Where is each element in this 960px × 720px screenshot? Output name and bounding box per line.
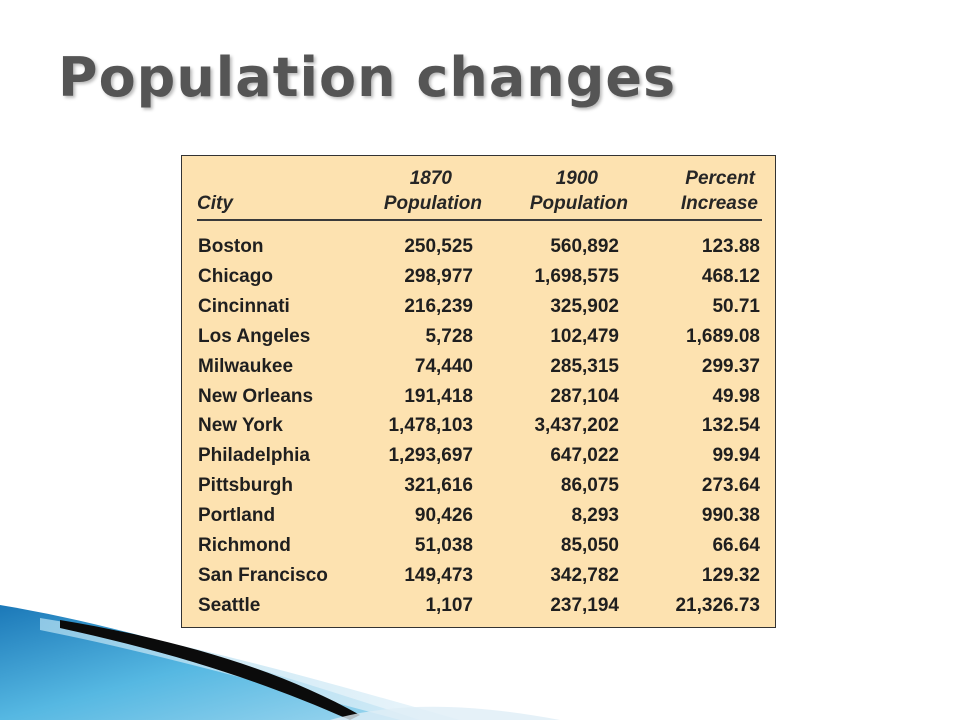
city-cell: New York xyxy=(198,415,283,437)
population-1900-cell: 85,050 xyxy=(560,535,619,556)
header-1870-year: 1870 xyxy=(409,168,452,189)
header-divider xyxy=(197,219,762,221)
city-cell: Seattle xyxy=(198,594,261,616)
percent-increase-cell: 50.71 xyxy=(712,295,760,317)
city-cell: Los Angeles xyxy=(198,325,311,347)
population-1870-cell: 74,440 xyxy=(414,355,473,377)
population-table xyxy=(181,155,776,628)
percent-increase-cell: 273.64 xyxy=(701,475,760,497)
population-1870-cell: 5,728 xyxy=(425,325,473,347)
population-1900-cell: 3,437,202 xyxy=(534,415,619,437)
population-1900-cell: 342,782 xyxy=(550,564,619,586)
table-row: Boston 250,525 560,892 123.88 xyxy=(0,232,960,262)
header-1870-population: Population xyxy=(383,193,482,214)
dark-wave-shape xyxy=(60,620,360,720)
population-1870-cell: 298,977 xyxy=(404,265,473,287)
city-cell: Boston xyxy=(198,236,264,257)
city-cell: New Orleans xyxy=(198,385,314,407)
population-1870-cell: 51,038 xyxy=(414,535,473,556)
percent-increase-cell: 129.32 xyxy=(701,564,760,586)
table-row: Philadelphia 1,293,697 647,022 99.94 xyxy=(0,441,960,471)
table-row: Pittsburgh 321,616 86,075 273.64 xyxy=(0,471,960,501)
percent-increase-cell: 1,689.08 xyxy=(686,325,760,347)
population-1900-cell: 325,902 xyxy=(550,295,619,317)
table-row: San Francisco 149,473 342,782 129.32 xyxy=(0,561,960,591)
population-1900-cell: 1,698,575 xyxy=(534,265,619,287)
table-row: New Orleans 191,418 287,104 49.98 xyxy=(0,382,960,412)
population-1900-cell: 237,194 xyxy=(550,594,619,616)
header-increase: Increase xyxy=(680,193,758,214)
pale-wave-shape xyxy=(330,706,560,720)
population-1870-cell: 1,478,103 xyxy=(388,415,473,437)
population-1870-cell: 216,239 xyxy=(404,295,473,317)
table-row: Chicago 298,977 1,698,575 468.12 xyxy=(0,262,960,292)
population-1870-cell: 90,426 xyxy=(414,505,473,527)
header-percent: Percent xyxy=(685,168,755,189)
table-row: Milwaukee 74,440 285,315 299.37 xyxy=(0,352,960,382)
population-1870-cell: 250,525 xyxy=(404,236,473,257)
percent-increase-cell: 21,326.73 xyxy=(675,594,760,616)
population-1870-cell: 149,473 xyxy=(404,564,473,586)
population-1900-cell: 102,479 xyxy=(550,325,619,347)
population-1900-cell: 287,104 xyxy=(550,385,619,407)
table-row: Portland 90,426 8,293 990.38 xyxy=(0,501,960,531)
city-cell: Portland xyxy=(198,505,276,527)
population-1870-cell: 191,418 xyxy=(404,385,473,407)
population-1900-cell: 285,315 xyxy=(550,355,619,377)
city-cell: Chicago xyxy=(198,265,273,287)
city-cell: Milwaukee xyxy=(198,355,294,377)
percent-increase-cell: 468.12 xyxy=(701,265,760,287)
population-1900-cell: 560,892 xyxy=(550,236,619,257)
percent-increase-cell: 66.64 xyxy=(712,535,760,556)
population-1900-cell: 86,075 xyxy=(560,475,619,497)
header-1900-population: Population xyxy=(529,193,628,214)
city-cell: Richmond xyxy=(198,535,291,556)
percent-increase-cell: 132.54 xyxy=(701,415,760,437)
city-cell: Philadelphia xyxy=(198,445,310,467)
city-cell: San Francisco xyxy=(198,564,328,586)
population-1900-cell: 8,293 xyxy=(571,505,619,527)
percent-increase-cell: 49.98 xyxy=(712,385,760,407)
header-city: City xyxy=(197,193,233,214)
population-1870-cell: 321,616 xyxy=(404,475,473,497)
percent-increase-cell: 990.38 xyxy=(701,505,760,527)
slide-title: Population changes xyxy=(58,46,677,109)
table-row: Richmond 51,038 85,050 66.64 xyxy=(0,531,960,561)
city-cell: Pittsburgh xyxy=(198,475,293,497)
table-row: Los Angeles 5,728 102,479 1,689.08 xyxy=(0,322,960,352)
header-1900-year: 1900 xyxy=(555,168,598,189)
table-row: Seattle 1,107 237,194 21,326.73 xyxy=(0,591,960,621)
population-1870-cell: 1,293,697 xyxy=(388,445,473,467)
population-1900-cell: 647,022 xyxy=(550,445,619,467)
population-1870-cell: 1,107 xyxy=(425,594,473,616)
percent-increase-cell: 123.88 xyxy=(701,236,760,257)
city-cell: Cincinnati xyxy=(198,295,290,317)
table-row: New York 1,478,103 3,437,202 132.54 xyxy=(0,411,960,441)
table-row: Cincinnati 216,239 325,902 50.71 xyxy=(0,292,960,322)
percent-increase-cell: 99.94 xyxy=(712,445,760,467)
percent-increase-cell: 299.37 xyxy=(701,355,760,377)
